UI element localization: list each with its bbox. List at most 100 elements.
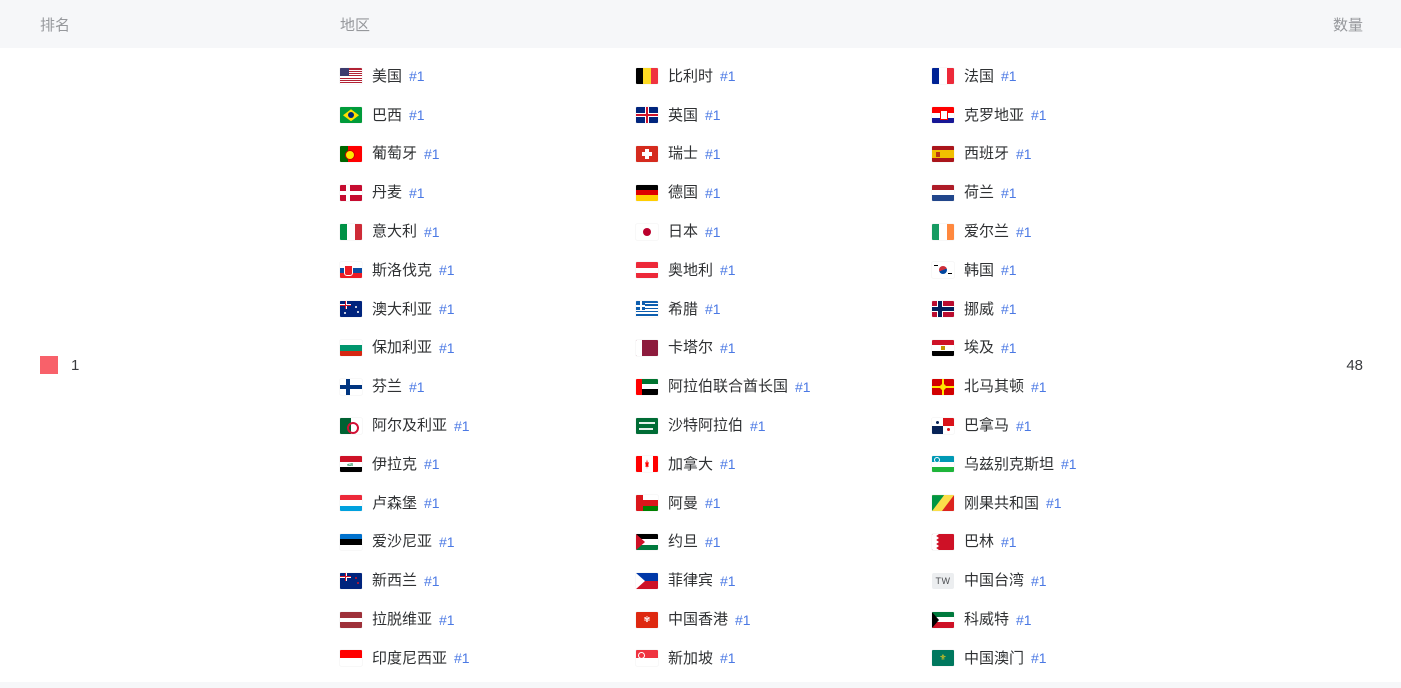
- region-item[interactable]: TW 中国台湾 #1: [932, 561, 1251, 600]
- region-item[interactable]: 丹麦 #1: [340, 173, 636, 212]
- region-name: 巴林: [964, 533, 995, 551]
- region-rank-badge: #1: [409, 68, 425, 85]
- region-item[interactable]: 加拿大 #1: [636, 445, 932, 484]
- flag-icon-de: [636, 184, 658, 201]
- region-item[interactable]: ⚜ 中国澳门 #1: [932, 639, 1251, 678]
- region-rank-badge: #1: [424, 456, 440, 473]
- flag-icon-mk: [932, 378, 954, 395]
- region-item[interactable]: 乌兹别克斯坦 #1: [932, 445, 1251, 484]
- region-rank-badge: #1: [750, 417, 766, 434]
- region-rank-badge: #1: [409, 378, 425, 395]
- flag-icon-ae: [636, 378, 658, 395]
- flag-icon-pt: [340, 145, 362, 162]
- region-name: 美国: [372, 67, 403, 85]
- region-item[interactable]: 阿曼 #1: [636, 484, 932, 523]
- region-name: 乌兹别克斯坦: [964, 455, 1055, 473]
- region-item[interactable]: 意大利 #1: [340, 212, 636, 251]
- flag-icon-tw: TW: [932, 572, 954, 589]
- region-rank-badge: #1: [1001, 301, 1017, 318]
- region-item[interactable]: 美国 #1: [340, 57, 636, 96]
- region-item[interactable]: 法国 #1: [932, 57, 1251, 96]
- region-name: 比利时: [668, 67, 714, 85]
- region-rank-badge: #1: [720, 262, 736, 279]
- flag-icon-be: [636, 68, 658, 85]
- region-column-3: 法国 #1 克罗地亚 #1 西班牙 #1 荷兰 #1 爱尔兰 #1 韩国 #1 挪威 #1 埃及 #1 北马其顿…: [932, 57, 1251, 678]
- region-rank-badge: #1: [705, 184, 721, 201]
- region-name: 中国澳门: [964, 649, 1025, 667]
- region-item[interactable]: 阿尔及利亚 #1: [340, 406, 636, 445]
- region-item[interactable]: 巴西 #1: [340, 96, 636, 135]
- region-rank-badge: #1: [720, 339, 736, 356]
- region-name: 阿拉伯联合酋长国: [668, 378, 789, 396]
- region-item[interactable]: 新加坡 #1: [636, 639, 932, 678]
- flag-icon-at: [636, 262, 658, 279]
- region-name: 荷兰: [964, 184, 995, 202]
- region-name: 克罗地亚: [964, 106, 1025, 124]
- flag-icon-bg: [340, 339, 362, 356]
- region-item[interactable]: 巴林 #1: [932, 523, 1251, 562]
- region-item[interactable]: ✾ 中国香港 #1: [636, 600, 932, 639]
- region-column-2: 比利时 #1 英国 #1 瑞士 #1 德国 #1 日本 #1 奥地利 #1 希腊 #1 卡塔尔 #1 阿拉伯联合…: [636, 57, 932, 678]
- region-name: 巴拿马: [964, 417, 1010, 435]
- region-item[interactable]: 德国 #1: [636, 173, 932, 212]
- region-item[interactable]: 保加利亚 #1: [340, 329, 636, 368]
- region-item[interactable]: 沙特阿拉伯 #1: [636, 406, 932, 445]
- region-name: 埃及: [964, 339, 995, 357]
- region-item[interactable]: 爱沙尼亚 #1: [340, 523, 636, 562]
- region-rank-badge: #1: [1016, 223, 1032, 240]
- region-item[interactable]: 卢森堡 #1: [340, 484, 636, 523]
- region-item[interactable]: 希腊 #1: [636, 290, 932, 329]
- region-name: 约旦: [668, 533, 699, 551]
- region-item[interactable]: 北马其顿 #1: [932, 367, 1251, 406]
- region-item[interactable]: 英国 #1: [636, 96, 932, 135]
- region-rank-badge: #1: [1031, 572, 1047, 589]
- region-item[interactable]: 卡塔尔 #1: [636, 329, 932, 368]
- region-name: 中国台湾: [964, 572, 1025, 590]
- region-item[interactable]: 西班牙 #1: [932, 135, 1251, 174]
- region-name: 丹麦: [372, 184, 403, 202]
- region-rank-badge: #1: [720, 68, 736, 85]
- region-rank-badge: #1: [424, 495, 440, 512]
- table-row[interactable]: 1 美国 #1 巴西 #1 葡萄牙 #1 丹麦 #1 意大利 #1 斯洛伐克 #1 澳大利亚 #1 保加利亚…: [0, 48, 1401, 682]
- region-name: 伊拉克: [372, 455, 418, 473]
- region-item[interactable]: 挪威 #1: [932, 290, 1251, 329]
- region-name: 新加坡: [668, 649, 714, 667]
- region-item[interactable]: 约旦 #1: [636, 523, 932, 562]
- region-name: 新西兰: [372, 572, 418, 590]
- region-item[interactable]: 日本 #1: [636, 212, 932, 251]
- flag-icon-no: [932, 301, 954, 318]
- region-item[interactable]: 比利时 #1: [636, 57, 932, 96]
- region-item[interactable]: 荷兰 #1: [932, 173, 1251, 212]
- region-item[interactable]: 澳大利亚 #1: [340, 290, 636, 329]
- region-rank-badge: #1: [705, 495, 721, 512]
- region-item[interactable]: 葡萄牙 #1: [340, 135, 636, 174]
- region-item[interactable]: 爱尔兰 #1: [932, 212, 1251, 251]
- region-rank-badge: #1: [1001, 533, 1017, 550]
- flag-icon-qa: [636, 339, 658, 356]
- region-item[interactable]: 新西兰 #1: [340, 561, 636, 600]
- region-item[interactable]: 韩国 #1: [932, 251, 1251, 290]
- region-column-1: 美国 #1 巴西 #1 葡萄牙 #1 丹麦 #1 意大利 #1 斯洛伐克 #1 澳大利亚 #1 保加利亚 #1…: [340, 57, 636, 678]
- region-rank-badge: #1: [720, 456, 736, 473]
- region-rank-badge: #1: [424, 145, 440, 162]
- region-item[interactable]: 克罗地亚 #1: [932, 96, 1251, 135]
- flag-icon-us: [340, 68, 362, 85]
- region-rank-badge: #1: [424, 572, 440, 589]
- region-item[interactable]: 刚果共和国 #1: [932, 484, 1251, 523]
- region-item[interactable]: 菲律宾 #1: [636, 561, 932, 600]
- region-item[interactable]: 拉脱维亚 #1: [340, 600, 636, 639]
- region-item[interactable]: 芬兰 #1: [340, 367, 636, 406]
- region-item[interactable]: 斯洛伐克 #1: [340, 251, 636, 290]
- region-item[interactable]: 巴拿马 #1: [932, 406, 1251, 445]
- region-item[interactable]: ﷲ 伊拉克 #1: [340, 445, 636, 484]
- region-item[interactable]: 阿拉伯联合酋长国 #1: [636, 367, 932, 406]
- region-rank-badge: #1: [705, 107, 721, 124]
- region-item[interactable]: 科威特 #1: [932, 600, 1251, 639]
- region-item[interactable]: 埃及 #1: [932, 329, 1251, 368]
- flag-icon-uz: [932, 456, 954, 473]
- region-item[interactable]: 奥地利 #1: [636, 251, 932, 290]
- region-rank-badge: #1: [1016, 417, 1032, 434]
- region-item[interactable]: 印度尼西亚 #1: [340, 639, 636, 678]
- region-item[interactable]: 瑞士 #1: [636, 135, 932, 174]
- region-cell: 美国 #1 巴西 #1 葡萄牙 #1 丹麦 #1 意大利 #1 斯洛伐克 #1 澳大利亚 #1 保加利亚 #1…: [340, 48, 1251, 682]
